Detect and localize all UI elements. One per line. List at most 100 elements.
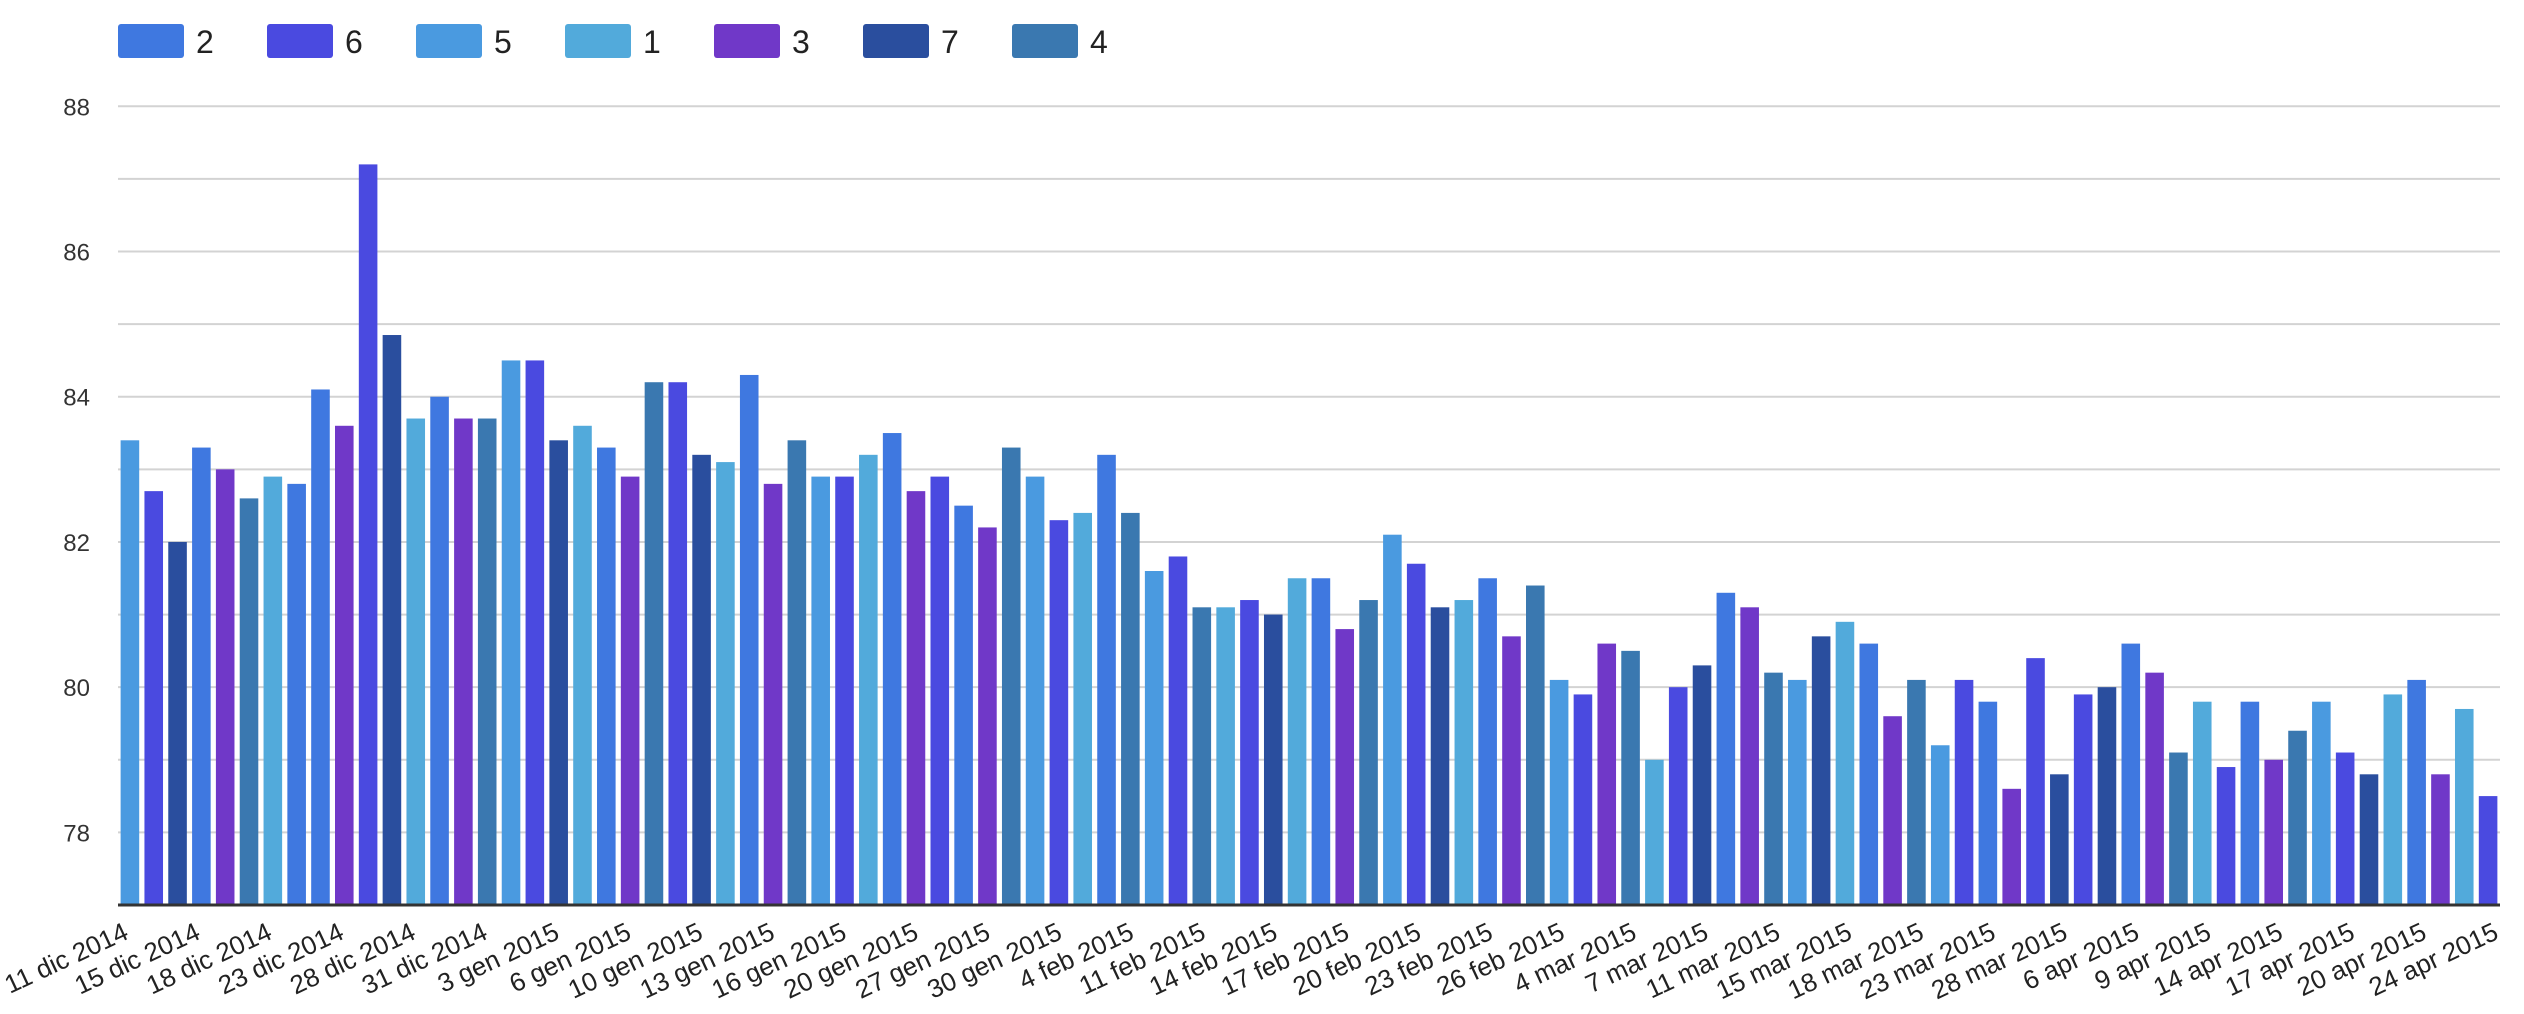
legend-item-2[interactable]: 2 [118, 24, 214, 60]
bar-series-2[interactable] [311, 389, 330, 905]
bar-series-3[interactable] [763, 483, 783, 905]
bar-series-6[interactable] [930, 476, 950, 905]
bar-series-4[interactable] [1359, 600, 1378, 905]
bar-series-3[interactable] [2145, 672, 2164, 905]
bar-series-2[interactable] [1716, 592, 1736, 905]
bar-series-6[interactable] [144, 491, 164, 905]
bar-series-6[interactable] [1168, 556, 1188, 905]
bar-series-1[interactable] [1835, 621, 1855, 905]
bar-series-1[interactable] [716, 462, 735, 905]
legend-item-7[interactable]: 7 [863, 24, 959, 60]
bar-series-1[interactable] [1287, 578, 1307, 905]
legend-item-5[interactable]: 5 [416, 24, 512, 60]
bar-series-5[interactable] [1788, 679, 1807, 905]
bar-series-1[interactable] [1073, 512, 1092, 905]
bar-series-6[interactable] [1406, 563, 1426, 905]
bar-series-3[interactable] [1740, 607, 1759, 905]
bar-series-2[interactable] [1859, 643, 1879, 905]
bar-series-3[interactable] [2431, 774, 2450, 905]
legend-item-1[interactable]: 1 [565, 24, 661, 60]
bar-series-7[interactable] [2097, 687, 2117, 905]
legend-item-4[interactable]: 4 [1012, 24, 1108, 60]
bar-series-3[interactable] [1335, 629, 1355, 905]
bar-series-4[interactable] [1001, 447, 1021, 905]
bar-series-2[interactable] [2240, 701, 2260, 905]
bar-series-3[interactable] [1502, 636, 1521, 905]
bar-series-5[interactable] [1930, 745, 1950, 905]
bar-series-3[interactable] [1883, 716, 1902, 905]
bar-series-6[interactable] [2073, 694, 2093, 905]
bar-series-6[interactable] [668, 382, 688, 905]
bar-series-4[interactable] [644, 382, 664, 905]
bar-series-7[interactable] [692, 454, 711, 905]
bar-series-2[interactable] [954, 505, 973, 905]
bar-series-5[interactable] [811, 476, 830, 905]
bar-series-7[interactable] [2359, 774, 2379, 905]
bar-series-7[interactable] [168, 541, 187, 905]
bar-series-6[interactable] [1954, 679, 1974, 905]
bar-series-2[interactable] [430, 396, 449, 905]
bar-series-6[interactable] [1668, 687, 1688, 905]
bar-series-5[interactable] [1549, 679, 1569, 905]
bar-series-2[interactable] [597, 447, 616, 905]
bar-series-2[interactable] [287, 483, 306, 905]
bar-series-1[interactable] [2192, 701, 2212, 905]
bar-series-4[interactable] [1121, 512, 1140, 905]
bar-series-3[interactable] [335, 425, 354, 905]
bar-series-3[interactable] [2002, 788, 2021, 905]
bar-series-2[interactable] [2407, 679, 2426, 905]
bar-series-6[interactable] [2026, 658, 2045, 905]
bar-series-7[interactable] [1430, 607, 1450, 905]
bar-series-2[interactable] [1978, 701, 1998, 905]
bar-series-4[interactable] [1526, 585, 1545, 905]
bar-series-6[interactable] [525, 360, 545, 905]
bar-series-1[interactable] [406, 418, 426, 905]
bar-series-3[interactable] [906, 491, 926, 905]
bar-series-1[interactable] [263, 476, 283, 905]
bar-series-2[interactable] [882, 433, 902, 905]
bar-series-5[interactable] [1025, 476, 1045, 905]
bar-series-4[interactable] [239, 498, 259, 905]
bar-series-7[interactable] [1263, 614, 1283, 905]
bar-series-6[interactable] [2216, 767, 2236, 905]
bar-series-4[interactable] [1907, 679, 1926, 905]
legend-item-6[interactable]: 6 [267, 24, 363, 60]
bar-series-3[interactable] [454, 418, 473, 905]
bar-series-2[interactable] [739, 374, 759, 905]
bar-series-3[interactable] [215, 469, 235, 905]
bar-series-2[interactable] [1311, 578, 1331, 905]
legend-item-3[interactable]: 3 [714, 24, 810, 60]
bar-series-1[interactable] [2383, 694, 2403, 905]
bar-series-6[interactable] [1049, 520, 1069, 905]
bar-series-7[interactable] [382, 335, 402, 905]
bar-series-5[interactable] [1383, 534, 1402, 905]
bar-series-5[interactable] [120, 440, 140, 905]
bar-series-2[interactable] [1097, 454, 1116, 905]
bar-series-3[interactable] [1597, 643, 1617, 905]
bar-series-4[interactable] [477, 418, 497, 905]
bar-series-1[interactable] [1454, 600, 1474, 905]
bar-series-6[interactable] [1573, 694, 1593, 905]
bar-series-2[interactable] [1478, 578, 1497, 905]
bar-series-4[interactable] [1192, 607, 1212, 905]
bar-series-6[interactable] [835, 476, 854, 905]
bar-series-6[interactable] [2478, 796, 2498, 905]
bar-series-4[interactable] [2288, 730, 2307, 905]
bar-series-4[interactable] [787, 440, 807, 905]
bar-series-1[interactable] [1216, 607, 1235, 905]
bar-series-7[interactable] [549, 440, 568, 905]
bar-series-5[interactable] [501, 360, 521, 905]
bar-series-4[interactable] [1764, 672, 1783, 905]
bar-series-7[interactable] [2050, 774, 2069, 905]
bar-series-4[interactable] [1621, 650, 1640, 905]
bar-series-2[interactable] [2121, 643, 2141, 905]
bar-series-3[interactable] [620, 476, 640, 905]
bar-series-6[interactable] [1240, 600, 1259, 905]
bar-series-1[interactable] [1645, 759, 1664, 905]
bar-series-5[interactable] [1144, 571, 1164, 905]
bar-series-3[interactable] [2264, 759, 2283, 905]
bar-series-3[interactable] [978, 527, 997, 905]
bar-series-5[interactable] [2312, 701, 2331, 905]
bar-series-1[interactable] [573, 425, 592, 905]
bar-series-6[interactable] [358, 164, 378, 906]
